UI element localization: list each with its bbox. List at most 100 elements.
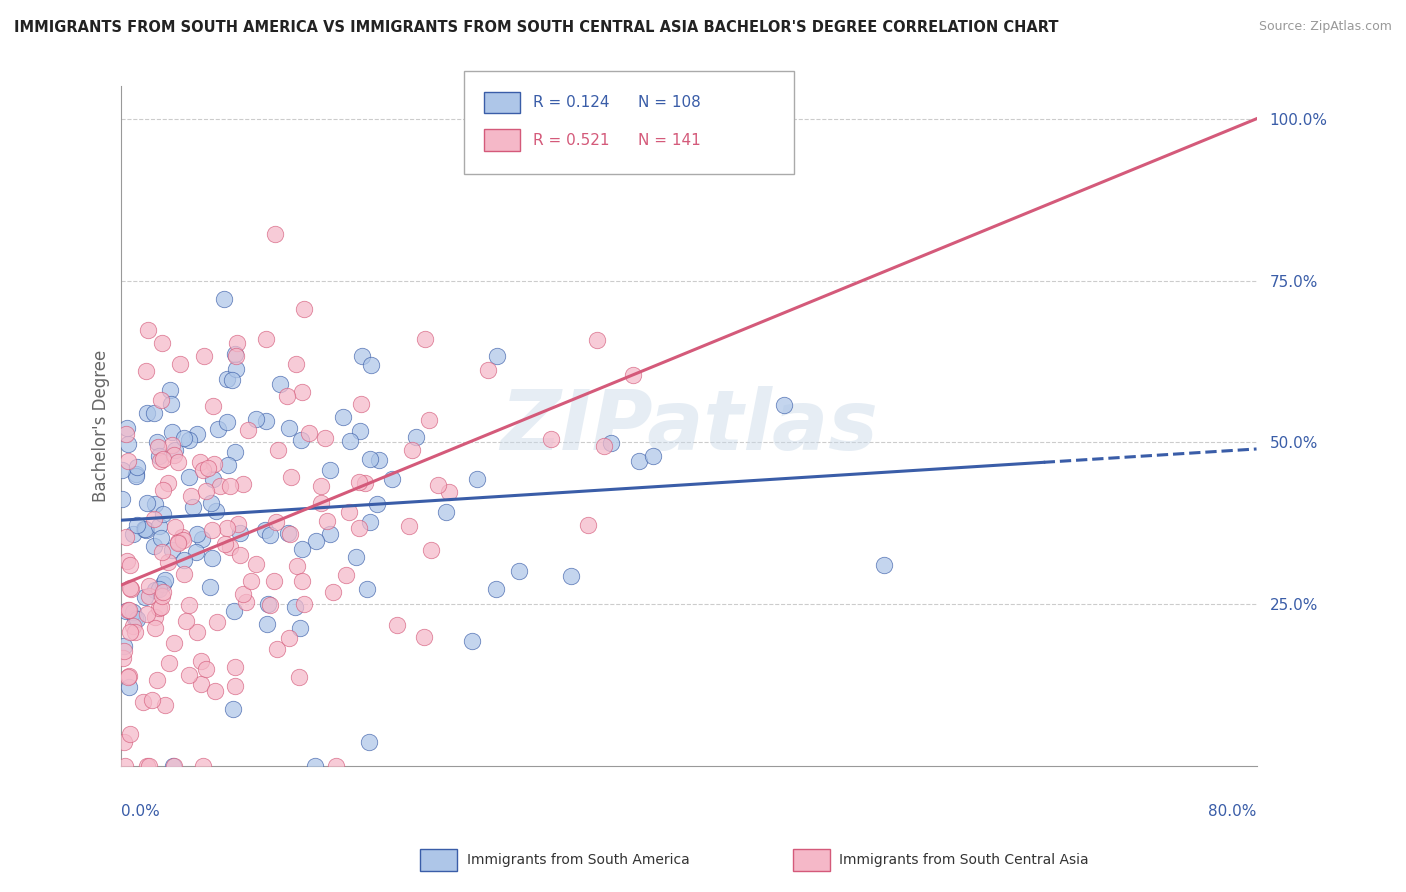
Text: N = 141: N = 141 — [638, 133, 702, 147]
Point — [288, 670, 311, 684]
Point — [540, 432, 562, 446]
Point — [166, 535, 188, 549]
Point — [359, 734, 381, 748]
Point — [117, 454, 139, 468]
Point — [117, 670, 139, 684]
Point — [190, 677, 212, 691]
Point — [628, 454, 651, 468]
Point — [291, 574, 314, 589]
Point — [117, 420, 139, 434]
Point — [202, 472, 225, 486]
Point — [173, 553, 195, 567]
Point — [368, 452, 391, 467]
Point — [163, 759, 186, 773]
Point — [152, 584, 174, 599]
Point — [153, 698, 176, 712]
Point — [292, 598, 315, 612]
Point — [127, 459, 149, 474]
Point — [163, 442, 186, 457]
Point — [264, 227, 287, 241]
Point — [127, 612, 149, 626]
Point — [225, 349, 247, 363]
Point — [124, 467, 146, 482]
Point — [592, 439, 614, 453]
Point — [141, 693, 163, 707]
Point — [112, 640, 135, 654]
Point — [290, 434, 312, 448]
Point — [188, 455, 211, 469]
Point — [305, 533, 328, 548]
Point — [229, 526, 252, 541]
Point — [339, 434, 361, 448]
Point — [148, 519, 170, 533]
Point — [292, 301, 315, 316]
Point — [173, 431, 195, 445]
Point — [118, 669, 141, 683]
Point — [224, 346, 246, 360]
Point — [193, 463, 215, 477]
Point — [205, 504, 228, 518]
Point — [214, 537, 236, 551]
Point — [132, 695, 155, 709]
Point — [873, 558, 896, 573]
Text: Immigrants from South America: Immigrants from South America — [467, 853, 689, 867]
Point — [150, 532, 173, 546]
Point — [191, 759, 214, 773]
Point — [157, 657, 180, 671]
Point — [236, 424, 259, 438]
Point — [269, 376, 291, 391]
Point — [186, 527, 208, 541]
Point — [138, 759, 160, 773]
Point — [277, 525, 299, 540]
Point — [115, 604, 138, 618]
Point — [143, 406, 166, 420]
Y-axis label: Bachelor's Degree: Bachelor's Degree — [93, 351, 110, 502]
Point — [284, 599, 307, 614]
Point — [219, 540, 242, 554]
Point — [150, 335, 173, 350]
Point — [266, 642, 288, 657]
Point — [350, 349, 373, 363]
Point — [335, 568, 357, 582]
Point — [434, 505, 457, 519]
Point — [256, 616, 278, 631]
Point — [508, 564, 530, 578]
Text: IMMIGRANTS FROM SOUTH AMERICA VS IMMIGRANTS FROM SOUTH CENTRAL ASIA BACHELOR'S D: IMMIGRANTS FROM SOUTH AMERICA VS IMMIGRA… — [14, 20, 1059, 35]
Point — [142, 539, 165, 553]
Point — [621, 368, 644, 382]
Point — [285, 357, 308, 371]
Point — [112, 644, 135, 658]
Point — [332, 409, 354, 424]
Point — [162, 438, 184, 452]
Point — [138, 579, 160, 593]
Point — [135, 523, 157, 537]
Point — [173, 567, 195, 582]
Point — [143, 582, 166, 597]
Point — [172, 533, 194, 547]
Point — [309, 479, 332, 493]
Point — [150, 590, 173, 604]
Point — [152, 577, 174, 591]
Point — [200, 495, 222, 509]
Point — [259, 528, 281, 542]
Point — [112, 735, 135, 749]
Point — [207, 615, 229, 630]
Point — [193, 349, 215, 363]
Point — [125, 517, 148, 532]
Point — [209, 479, 232, 493]
Point — [214, 292, 236, 306]
Point — [163, 448, 186, 462]
Point — [221, 373, 243, 387]
Point — [347, 475, 370, 489]
Point — [111, 491, 134, 506]
Point — [360, 358, 382, 372]
Point — [148, 449, 170, 463]
Point — [150, 600, 173, 615]
Point — [135, 364, 157, 378]
Point — [267, 442, 290, 457]
Point — [224, 660, 246, 674]
Point — [186, 545, 208, 559]
Point — [169, 357, 191, 371]
Point — [477, 363, 499, 377]
Point — [316, 514, 339, 528]
